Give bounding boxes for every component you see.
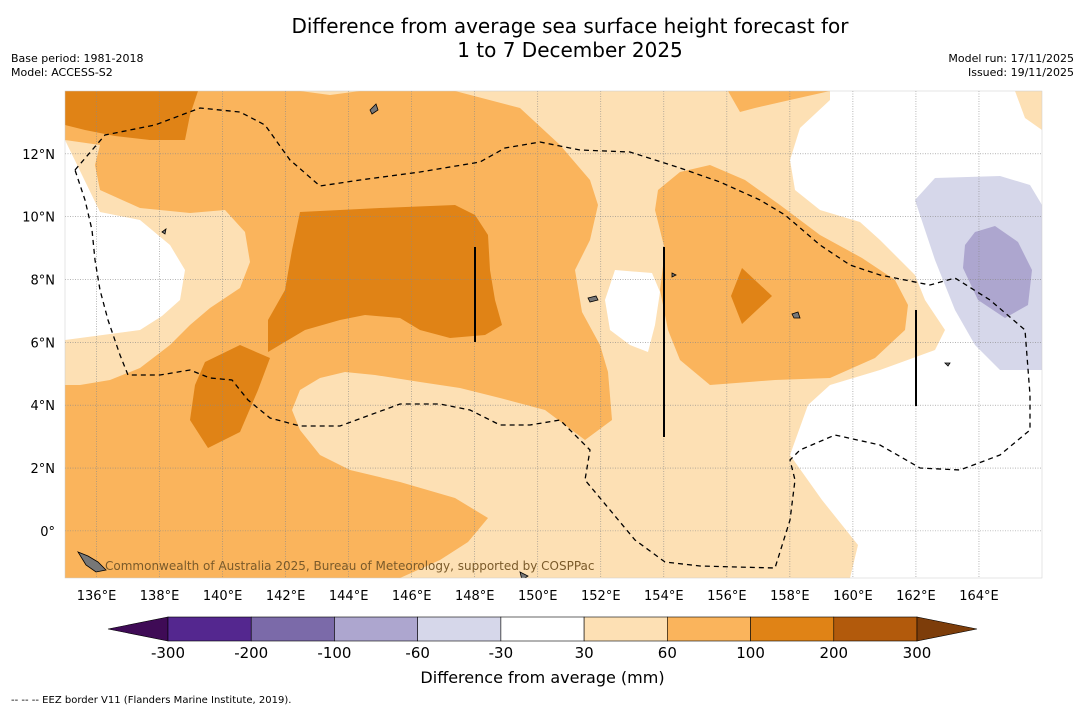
colorbar-bin	[583, 616, 668, 642]
longitude-tick-label: 162°E	[896, 589, 936, 604]
colorbar-bin	[250, 616, 335, 642]
colorbar-tick-label: -30	[489, 644, 514, 662]
map-frame	[64, 90, 1043, 579]
latitude-tick-label: 6°N	[31, 336, 56, 351]
meridian-markers	[474, 247, 917, 437]
longitude-tick-label: 144°E	[329, 589, 369, 604]
base-period: Base period: 1981-2018	[11, 52, 144, 65]
longitude-tick-label: 164°E	[959, 589, 999, 604]
latitude-labels: 12°N 10°N 8°N 6°N 4°N 2°N 0°	[22, 148, 55, 540]
longitude-tick-label: 142°E	[266, 589, 306, 604]
island-marker	[369, 103, 379, 115]
longitude-labels: 136°E 138°E 140°E 142°E 144°E 146°E 148°E 150°E…	[77, 589, 999, 604]
longitude-tick-label: 146°E	[392, 589, 432, 604]
islands	[77, 103, 951, 578]
colorbar-bin	[667, 616, 751, 642]
longitude-tick-label: 136°E	[77, 589, 117, 604]
colorbar-bin	[417, 616, 502, 642]
colorbar-tick-label: 200	[819, 644, 848, 662]
longitude-tick-label: 158°E	[770, 589, 810, 604]
colorbar-tick-label: 100	[736, 644, 765, 662]
longitude-tick-label: 156°E	[707, 589, 747, 604]
longitude-tick-label: 154°E	[644, 589, 684, 604]
island-marker	[161, 228, 167, 235]
anomaly-band-100-200-east	[731, 268, 772, 324]
island-marker	[519, 571, 529, 578]
meta-right: Model run: 17/11/2025 Issued: 19/11/2025	[948, 52, 1074, 80]
island-marker	[791, 311, 801, 319]
latitude-tick-label: 2°N	[31, 462, 56, 477]
model-name: Model: ACCESS-S2	[11, 66, 113, 79]
longitude-tick-label: 138°E	[140, 589, 180, 604]
anomaly-band-100-200-central	[268, 205, 502, 352]
meta-left: Base period: 1981-2018 Model: ACCESS-S2	[11, 52, 143, 80]
eez-legend-note: -- -- -- EEZ border V11 (Flanders Marine…	[11, 695, 292, 706]
colorbar-bin	[833, 616, 918, 642]
latitude-tick-label: 8°N	[31, 274, 56, 289]
anomaly-band-100-200-northwest	[65, 91, 198, 140]
island-marker	[671, 272, 677, 278]
longitude-tick-label: 152°E	[581, 589, 621, 604]
colorbar-bin	[334, 616, 418, 642]
colorbar: -300 -200 -100 -60 -30 30 60 100 200 300	[107, 616, 978, 662]
chart-title-line2: 1 to 7 December 2025	[457, 38, 683, 62]
colorbar-over-arrow	[916, 616, 978, 642]
anomaly-band-30-60-northeast	[1015, 91, 1042, 130]
model-run: Model run: 17/11/2025	[948, 52, 1074, 65]
watermark-text: Commonwealth of Australia 2025, Bureau o…	[105, 559, 595, 573]
latitude-tick-label: 0°	[40, 525, 55, 540]
anomaly-band-60-100-north	[728, 91, 830, 112]
chart-title-line1: Difference from average sea surface heig…	[291, 14, 849, 38]
colorbar-tick-label: 60	[658, 644, 677, 662]
longitude-tick-label: 140°E	[203, 589, 243, 604]
latitude-tick-label: 12°N	[22, 148, 55, 163]
longitude-tick-label: 148°E	[455, 589, 495, 604]
colorbar-tick-label: -200	[234, 644, 268, 662]
colorbar-tick-label: -60	[405, 644, 430, 662]
longitude-tick-label: 150°E	[518, 589, 558, 604]
near-average-area-west-core	[65, 140, 185, 340]
longitude-tick-label: 160°E	[833, 589, 873, 604]
colorbar-bin	[750, 616, 835, 642]
graticule	[65, 91, 1042, 578]
colorbar-under-arrow	[107, 616, 169, 642]
island-marker	[77, 551, 107, 573]
issued-date: Issued: 19/11/2025	[967, 66, 1074, 79]
colorbar-tick-label: 30	[575, 644, 594, 662]
chart-title: Difference from average sea surface heig…	[0, 14, 1085, 62]
map-plot: Commonwealth of Australia 2025, Bureau o…	[65, 91, 1042, 578]
colorbar-bin	[500, 616, 585, 642]
island-marker	[587, 295, 599, 303]
colorbar-label: Difference from average (mm)	[420, 668, 665, 687]
colorbar-tick-label: -100	[317, 644, 351, 662]
anomaly-band-negative-60-100	[963, 226, 1032, 318]
latitude-tick-label: 10°N	[22, 211, 55, 226]
near-average-area-central	[605, 270, 660, 352]
latitude-tick-label: 4°N	[31, 399, 56, 414]
colorbar-tick-label: 300	[903, 644, 932, 662]
colorbar-tick-label: -300	[151, 644, 185, 662]
island-marker	[944, 362, 951, 367]
anomaly-band-60-100-east	[655, 165, 908, 385]
anomaly-band-100-200-southwest	[190, 345, 270, 448]
colorbar-bin	[167, 616, 252, 642]
